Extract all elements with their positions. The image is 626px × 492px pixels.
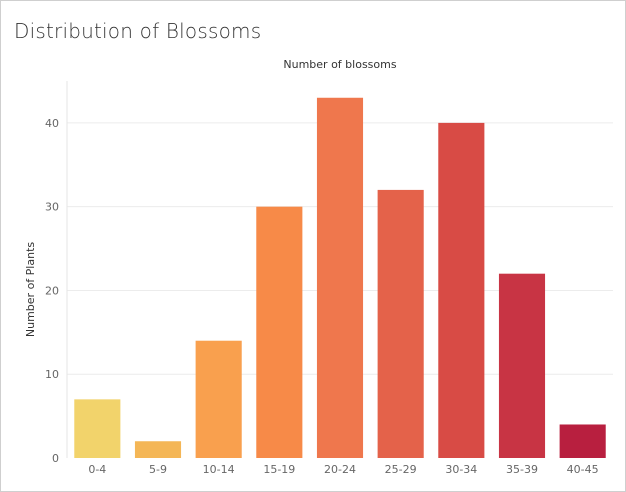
x-tick-labels: 0-4 5-9 10-14 15-19 20-24 25-29 30-34 35-39 40-4… <box>88 463 598 476</box>
y-tick-label: 0 <box>52 452 59 465</box>
bar-20-24[interactable] <box>316 97 364 458</box>
bar-25-29[interactable] <box>377 189 424 458</box>
bar-40-45[interactable] <box>559 424 606 458</box>
bar-10-14[interactable] <box>195 340 242 458</box>
x-tick-label: 25-29 <box>385 463 417 476</box>
bar-15-19[interactable] <box>256 206 303 458</box>
y-tick-label: 10 <box>45 368 59 381</box>
bar-35-39[interactable] <box>498 273 546 458</box>
y-tick-label: 30 <box>45 201 59 214</box>
x-tick-label: 5-9 <box>149 463 167 476</box>
y-axis-title: Number of Plants <box>24 242 37 337</box>
bars <box>74 97 606 458</box>
x-tick-label: 10-14 <box>203 463 235 476</box>
x-tick-label: 35-39 <box>506 463 538 476</box>
x-tick-label: 20-24 <box>324 463 356 476</box>
x-tick-label: 0-4 <box>88 463 106 476</box>
chart-title: Distribution of Blossoms <box>14 19 262 43</box>
y-tick-label: 40 <box>45 117 59 130</box>
x-axis-title: Number of blossoms <box>283 58 396 71</box>
bar-0-4[interactable] <box>74 399 121 458</box>
bar-30-34[interactable] <box>438 122 485 458</box>
x-tick-label: 15-19 <box>263 463 295 476</box>
bar-5-9[interactable] <box>134 441 182 458</box>
y-tick-label: 20 <box>45 284 59 297</box>
y-tick-labels: 0 10 20 30 40 <box>45 117 59 465</box>
x-tick-label: 40-45 <box>567 463 599 476</box>
x-tick-label: 30-34 <box>445 463 477 476</box>
